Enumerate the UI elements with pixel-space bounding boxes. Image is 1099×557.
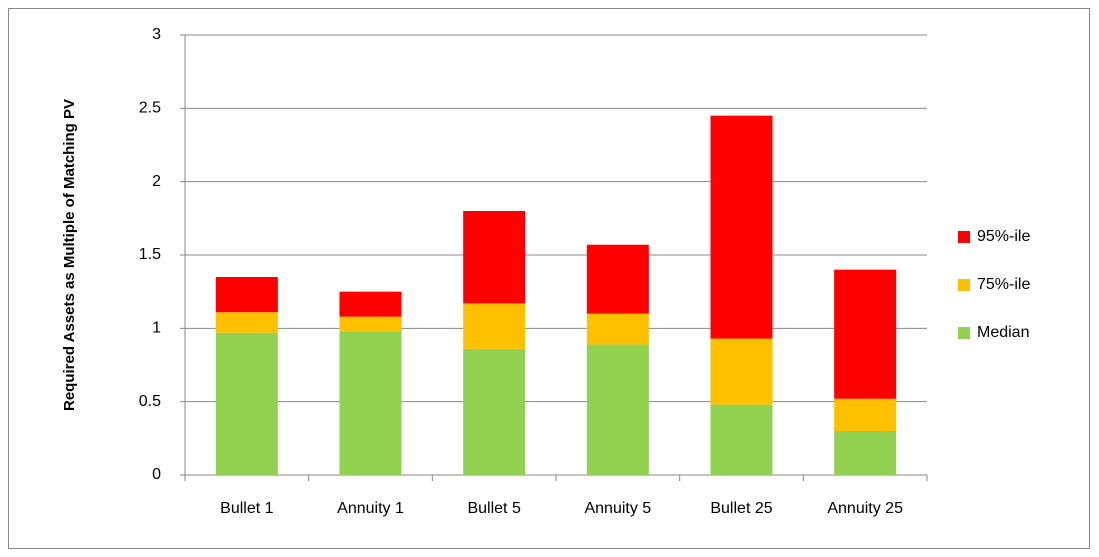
- bar-segment: [339, 291, 402, 317]
- x-tick-label: Annuity 5: [584, 500, 651, 517]
- y-tick-label: 1: [152, 320, 161, 337]
- bar-segment: [339, 331, 402, 475]
- bar-segment: [586, 313, 649, 345]
- y-tick-label: 3: [152, 26, 161, 43]
- x-tick-label: Annuity 1: [337, 500, 404, 517]
- y-tick-label: 0: [152, 466, 161, 483]
- bar-segment: [710, 404, 773, 475]
- y-tick-label: 0.5: [139, 393, 161, 410]
- bar-segment: [834, 269, 897, 399]
- bar-segment: [586, 244, 649, 314]
- chart-border: [8, 8, 1090, 549]
- legend-swatch: [958, 327, 970, 339]
- bar-segment: [710, 338, 773, 405]
- bar-segment: [215, 277, 278, 313]
- legend-label: 75%-ile: [977, 276, 1030, 293]
- bar-segment: [463, 348, 526, 475]
- y-tick-label: 2: [152, 173, 161, 190]
- legend-label: Median: [977, 324, 1029, 341]
- bar-segment: [834, 431, 897, 475]
- bar-segment: [215, 312, 278, 333]
- legend-swatch: [958, 231, 970, 243]
- x-tick-label: Bullet 25: [710, 500, 772, 517]
- y-axis-title: Required Assets as Multiple of Matching …: [61, 99, 78, 411]
- y-tick-label: 1.5: [139, 246, 161, 263]
- legend-label: 95%-ile: [977, 228, 1030, 245]
- bar-segment: [834, 398, 897, 431]
- x-tick-label: Bullet 1: [220, 500, 273, 517]
- x-tick-label: Bullet 5: [467, 500, 520, 517]
- bar-segment: [339, 316, 402, 332]
- x-tick-label: Annuity 25: [827, 500, 903, 517]
- bar-segment: [463, 211, 526, 304]
- bar-segment: [463, 303, 526, 349]
- bar-segment: [710, 115, 773, 339]
- y-tick-label: 2.5: [139, 100, 161, 117]
- bar-segment: [215, 332, 278, 475]
- bar-segment: [586, 344, 649, 475]
- legend-swatch: [958, 279, 970, 291]
